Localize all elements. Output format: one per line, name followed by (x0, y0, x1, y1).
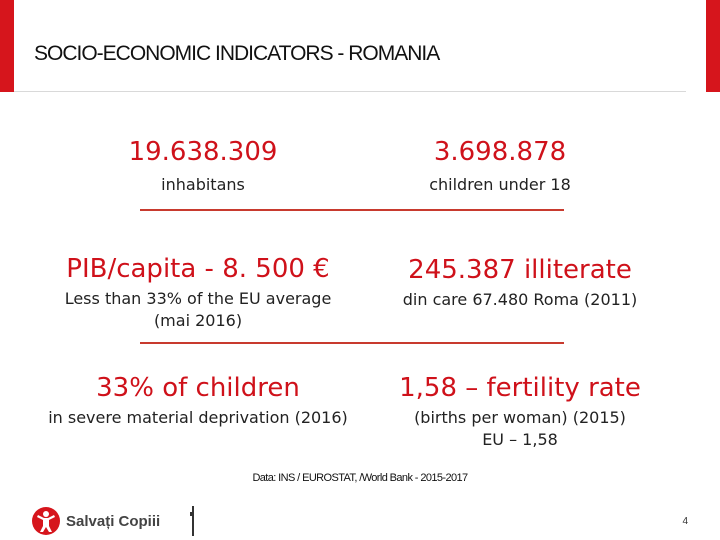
stat-caption: (births per woman) (2015) (414, 408, 626, 427)
stat-caption-2: (mai 2016) (153, 311, 243, 330)
stat-value: 1,58 – fertility rate (399, 373, 641, 403)
child-figure-icon (32, 507, 60, 535)
page-title: SOCIO-ECONOMIC INDICATORS - ROMANIA (34, 42, 440, 65)
left-red-edge (0, 0, 14, 92)
stat-value: 33% of children (96, 373, 300, 403)
vertical-bar-tick (190, 512, 192, 516)
stat-pib-capita: PIB/capita - 8. 500 € Less than 33% of t… (48, 253, 348, 332)
logo-name: Salvați Copiii (66, 512, 161, 530)
stat-children-deprivation: 33% of children in severe material depri… (30, 372, 366, 429)
divider-2 (140, 342, 564, 344)
vertical-bar-mark (192, 506, 194, 536)
title-rule (14, 91, 686, 92)
data-source: Data: INS / EUROSTAT, /World Bank - 2015… (252, 472, 468, 484)
divider-1 (140, 209, 564, 211)
salvati-copiii-logo: Salvați Copiii (32, 506, 160, 536)
stat-illiterate: 245.387 illiterate din care 67.480 Roma … (370, 254, 670, 311)
stat-value: 245.387 illiterate (408, 255, 632, 285)
page-number: 4 (682, 516, 688, 527)
stat-caption: children under 18 (429, 175, 571, 194)
stat-inhabitants: 19.638.309 inhabitans (103, 136, 303, 196)
stat-children-under-18: 3.698.878 children under 18 (400, 136, 600, 196)
stat-value: 3.698.878 (433, 137, 567, 167)
stat-value: 19.638.309 (128, 137, 278, 167)
stat-fertility-rate: 1,58 – fertility rate (births per woman)… (370, 372, 670, 451)
stat-caption: in severe material deprivation (2016) (48, 408, 348, 427)
stat-caption: Less than 33% of the EU average (64, 289, 332, 308)
stat-value: PIB/capita - 8. 500 € (66, 254, 330, 284)
right-red-edge (706, 0, 720, 92)
stat-caption: inhabitans (161, 175, 245, 194)
stat-caption-2: EU – 1,58 (482, 430, 558, 449)
stat-caption: din care 67.480 Roma (2011) (402, 290, 638, 309)
